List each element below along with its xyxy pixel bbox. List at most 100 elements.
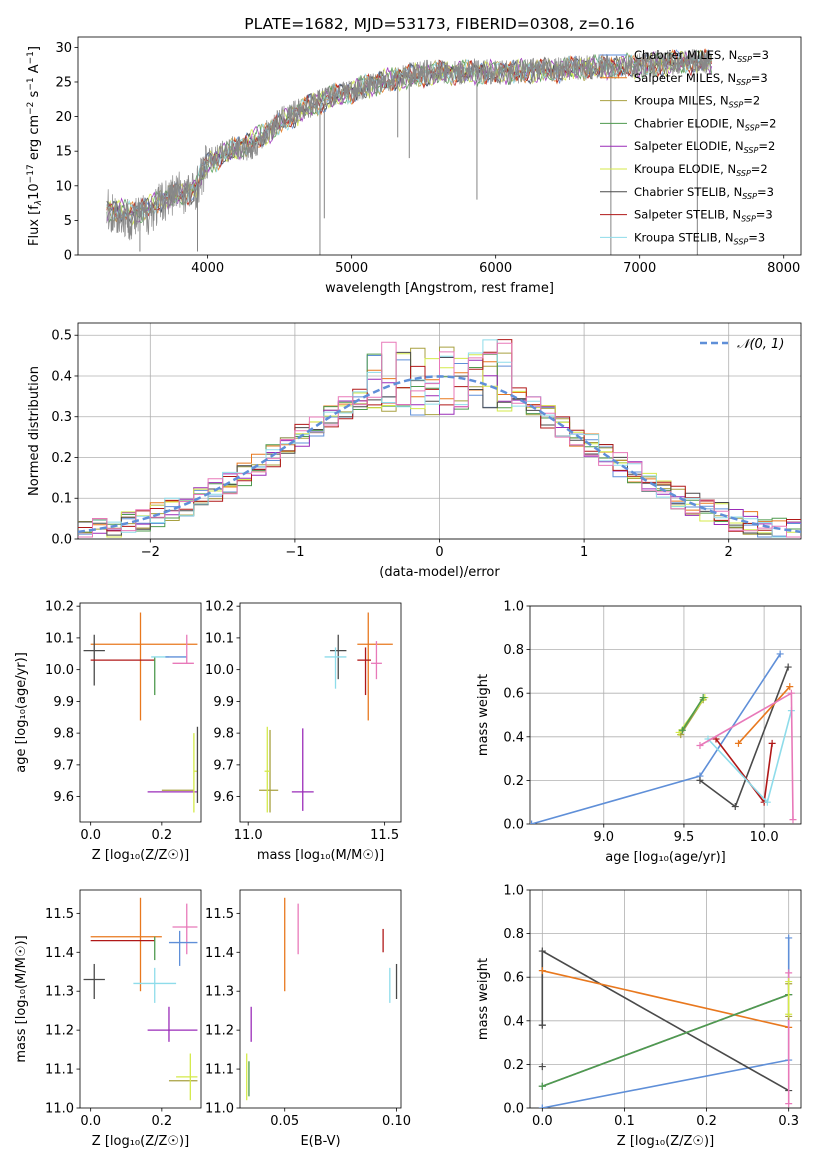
weight-series — [785, 978, 793, 1018]
weight-marker — [731, 803, 739, 811]
weight-marker — [787, 689, 795, 697]
y-axis-label-part: −1 — [26, 51, 36, 64]
y-tick-label: 0.2 — [503, 774, 524, 789]
y-tick-label: 9.7 — [213, 758, 234, 773]
y-tick-label: 10 — [55, 179, 72, 194]
y-tick-label: 1.0 — [503, 600, 524, 615]
y-tick-label: 0.0 — [503, 1102, 524, 1117]
legend-subscript: SSP — [729, 101, 744, 110]
legend-subscript: SSP — [734, 237, 749, 246]
weight-marker — [538, 947, 546, 955]
y-axis-label-part: −1 — [26, 77, 36, 90]
y-tick-label: 11.5 — [205, 907, 234, 922]
legend-count: =2 — [758, 139, 775, 153]
weight-marker — [786, 683, 794, 691]
x-tick-label: 6000 — [479, 261, 512, 276]
weight-line — [715, 738, 773, 805]
y-tick-label: 9.8 — [213, 727, 234, 742]
mass-weight-vs-age-panel: 9.0 9.5 10.0 0.0 0.2 0.4 0.6 0.8 1.0 age [log₁₀(a… — [476, 600, 802, 865]
legend-name: Salpeter STELIB, N — [634, 208, 741, 222]
y-tick-label: 10.1 — [45, 631, 74, 646]
weight-marker — [789, 816, 797, 824]
y-tick-label: 0.4 — [503, 1014, 524, 1029]
weight-marker — [785, 969, 793, 977]
x-tick-label: 11.5 — [370, 828, 399, 843]
y-tick-label: 10.0 — [205, 663, 234, 678]
y-axis-label: mass [log₁₀(M/M☉)] — [14, 935, 29, 1062]
axes-frame — [529, 605, 802, 825]
y-tick-label: 11.3 — [205, 985, 234, 1000]
x-tick-label: 7000 — [623, 261, 656, 276]
y-tick-label: 0.6 — [503, 971, 524, 986]
legend-subscript: SSP — [736, 78, 751, 87]
y-axis-label: Normed distribution — [27, 366, 42, 496]
legend-name: Kroupa STELIB, N — [634, 230, 734, 244]
weight-marker — [785, 1010, 793, 1018]
y-tick-label: 0.0 — [51, 533, 72, 548]
legend-subscript: SSP — [742, 192, 757, 201]
errorbar-point — [291, 728, 314, 811]
weight-marker — [785, 1100, 793, 1108]
x-tick-label: 0.3 — [778, 1114, 799, 1129]
y-tick-label: 0.3 — [51, 410, 72, 425]
weight-marker — [538, 1082, 546, 1090]
weight-marker — [530, 820, 536, 824]
legend-label: Kroupa STELIB, NSSP=3 — [634, 230, 765, 246]
y-tick-label: 0.5 — [51, 329, 72, 344]
x-tick-label: 0 — [435, 545, 443, 560]
errorbar-point — [172, 903, 198, 955]
y-tick-label: 10.2 — [205, 600, 234, 615]
y-axis-label-part: erg cm — [27, 115, 42, 164]
plot-area — [78, 339, 801, 538]
legend-count: =3 — [756, 208, 773, 222]
x-axis-label: Z [log₁₀(Z/Z☉)] — [92, 848, 189, 863]
weight-marker — [784, 663, 792, 671]
gaussian-curve — [78, 375, 801, 534]
weight-series — [734, 683, 794, 747]
legend-count: =2 — [743, 94, 760, 108]
y-axis-label: age [log₁₀(age/yr)] — [14, 652, 29, 773]
legend-subscript: SSP — [737, 55, 752, 64]
weight-marker — [785, 978, 793, 986]
y-axis-label: mass weight — [476, 674, 491, 756]
axes-frame — [239, 602, 402, 823]
y-axis-label: mass weight — [476, 958, 491, 1040]
errorbar-point — [168, 930, 198, 966]
legend-label: Kroupa MILES, NSSP=2 — [634, 94, 760, 110]
legend-name: Chabrier MILES, N — [634, 48, 737, 62]
y-tick-label: 15 — [55, 145, 72, 160]
legend-count: =3 — [751, 71, 768, 85]
y-tick-label: 9.8 — [53, 727, 74, 742]
y-tick-label: 9.7 — [53, 758, 74, 773]
legend-name: Chabrier STELIB, N — [634, 185, 742, 199]
plot-area — [246, 897, 398, 1101]
y-tick-label: 10.1 — [205, 631, 234, 646]
legend-label: Chabrier ELODIE, NSSP=2 — [634, 116, 776, 132]
histogram-step — [78, 341, 801, 538]
y-tick-label: 0.2 — [503, 1058, 524, 1073]
y-tick-label: 11.0 — [205, 1102, 234, 1117]
weight-line — [737, 686, 791, 744]
legend-name: Kroupa MILES, N — [634, 94, 729, 108]
y-tick-label: 25 — [55, 75, 72, 90]
y-tick-label: 11.2 — [205, 1024, 234, 1039]
weight-series — [704, 707, 795, 806]
y-tick-label: 0.4 — [51, 369, 72, 384]
y-axis-label: Flux [fλ10−17 erg cm−2 s−1 A−1] — [26, 46, 44, 246]
x-axis-label: E(B-V) — [300, 1134, 340, 1149]
weight-marker — [696, 742, 704, 750]
weight-series — [538, 991, 793, 1090]
legend-subscript: SSP — [736, 169, 751, 178]
residuals-panel: −2 −1 0 1 2 0.0 0.1 0.2 0.3 0.4 0.5 (data-model)/er… — [27, 322, 802, 580]
legend-name: Kroupa ELODIE, N — [634, 162, 736, 176]
plot-area — [83, 897, 198, 1101]
legend-count: =3 — [752, 48, 769, 62]
y-axis-label-part: 10 — [27, 183, 42, 200]
legend-label: Chabrier MILES, NSSP=3 — [634, 48, 769, 64]
x-tick-label: 1 — [580, 545, 588, 560]
age-vs-mass-panel: 11.0 11.5 9.6 9.7 9.8 9.9 10.0 10.1 10.2 mass [lo… — [205, 600, 402, 863]
weight-marker — [538, 1104, 546, 1108]
y-tick-label: 11.1 — [45, 1063, 74, 1078]
weight-marker — [768, 739, 776, 747]
